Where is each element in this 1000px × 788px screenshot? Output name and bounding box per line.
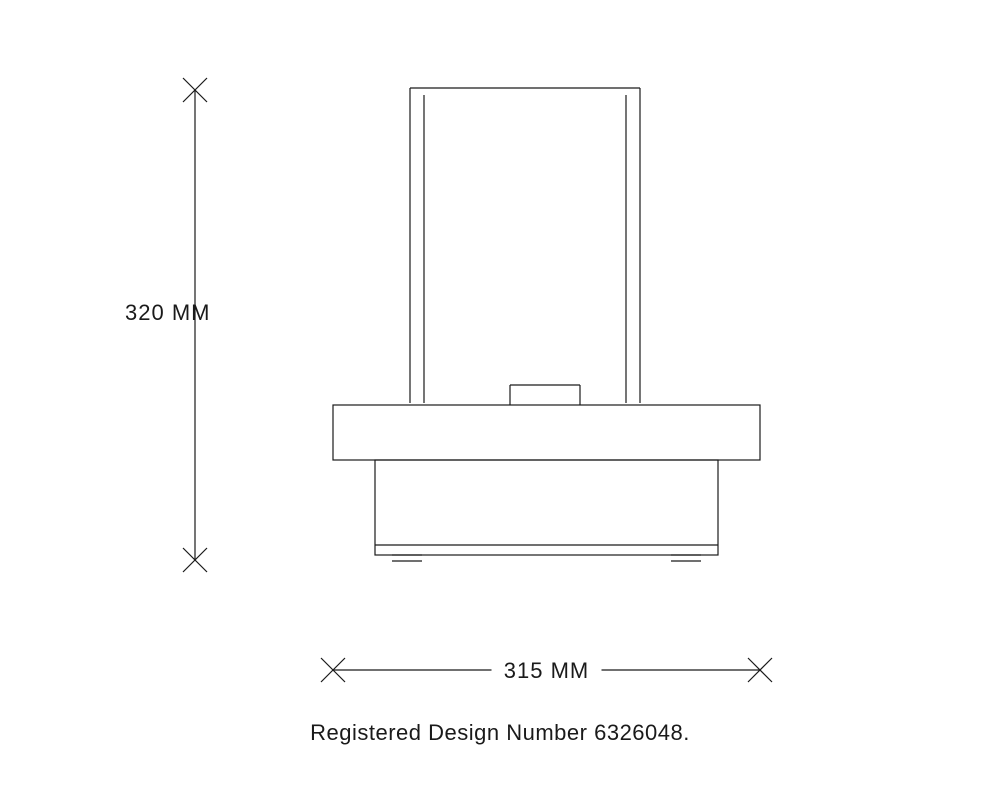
height-dimension-label: 320 MM [125, 300, 210, 325]
technical-drawing: 320 MM315 MM315 MMRegistered Design Numb… [0, 0, 1000, 788]
svg-text:315 MM: 315 MM [504, 658, 589, 683]
design-number-caption: Registered Design Number 6326048. [310, 720, 690, 745]
